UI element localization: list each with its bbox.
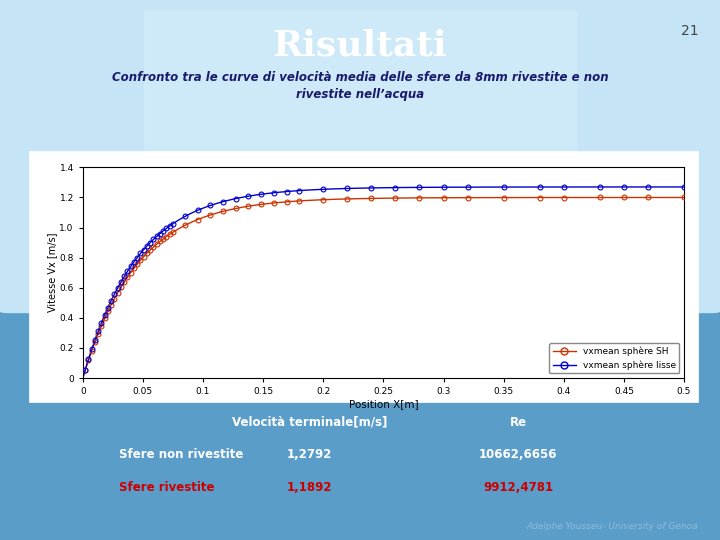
Text: Sfere rivestite: Sfere rivestite bbox=[119, 481, 215, 494]
Text: Sfere non rivestite: Sfere non rivestite bbox=[119, 448, 243, 461]
Legend: vxmean sphère SH, vxmean sphère lisse: vxmean sphère SH, vxmean sphère lisse bbox=[549, 343, 680, 374]
Text: Velocità terminale[m/s]: Velocità terminale[m/s] bbox=[232, 416, 387, 429]
Text: Risultati: Risultati bbox=[273, 29, 447, 63]
Text: 1,1892: 1,1892 bbox=[287, 481, 333, 494]
Bar bbox=[29, 151, 698, 402]
Text: Confronto tra le curve di velocità media delle sfere da 8mm rivestite e non
rive: Confronto tra le curve di velocità media… bbox=[112, 71, 608, 102]
Text: Re: Re bbox=[510, 416, 527, 429]
Text: 1,2792: 1,2792 bbox=[287, 448, 333, 461]
X-axis label: Position X[m]: Position X[m] bbox=[348, 399, 418, 409]
Y-axis label: Vitesse Vx [m/s]: Vitesse Vx [m/s] bbox=[47, 233, 57, 313]
FancyBboxPatch shape bbox=[0, 0, 720, 313]
Text: 21: 21 bbox=[681, 24, 698, 38]
Text: 10662,6656: 10662,6656 bbox=[479, 448, 558, 461]
Bar bbox=[144, 11, 576, 162]
Text: Adelphe Yousseu- University of Genoa: Adelphe Yousseu- University of Genoa bbox=[527, 522, 698, 531]
Text: 9912,4781: 9912,4781 bbox=[483, 481, 554, 494]
